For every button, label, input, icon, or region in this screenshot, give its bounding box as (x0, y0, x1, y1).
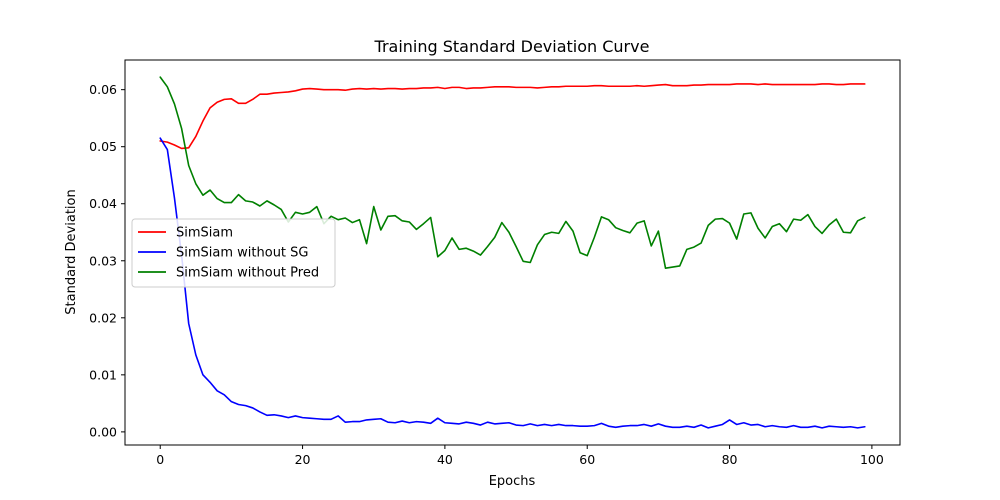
y-tick-label: 0.03 (89, 253, 117, 268)
y-axis-label: Standard Deviation (64, 189, 79, 314)
x-tick-label: 40 (437, 452, 453, 467)
legend: SimSiam SimSiam without SG SimSiam without… (131, 218, 336, 288)
y-tick-label: 0.06 (89, 82, 117, 97)
series-line-2 (159, 137, 866, 429)
x-tick-label: 100 (860, 452, 884, 467)
legend-label: SimSiam without Pred (176, 266, 319, 281)
chart-title: Training Standard Deviation Curve (374, 37, 650, 56)
plot-area-frame (124, 59, 901, 446)
series-layer (159, 76, 866, 429)
x-axis-label: Epochs (489, 474, 536, 489)
y-tick-label: 0.00 (89, 424, 117, 439)
x-tick-label: 0 (156, 452, 164, 467)
legend-label: SimSiam (176, 226, 233, 241)
legend-label: SimSiam without SG (176, 246, 308, 261)
y-tick-label: 0.02 (89, 310, 117, 325)
series-line-1 (159, 83, 866, 150)
x-tick-label: 60 (579, 452, 595, 467)
x-tick-label: 80 (722, 452, 738, 467)
series-line-3 (159, 76, 866, 269)
y-tick-label: 0.01 (89, 367, 117, 382)
y-tick-label: 0.05 (89, 139, 117, 154)
y-axis: 0.00 0.01 0.02 0.03 0.04 0.05 0.06 (89, 82, 125, 439)
legend-box (131, 218, 336, 288)
y-tick-label: 0.04 (89, 196, 117, 211)
x-tick-label: 20 (295, 452, 311, 467)
x-axis: 0 20 40 60 80 100 (156, 445, 884, 467)
